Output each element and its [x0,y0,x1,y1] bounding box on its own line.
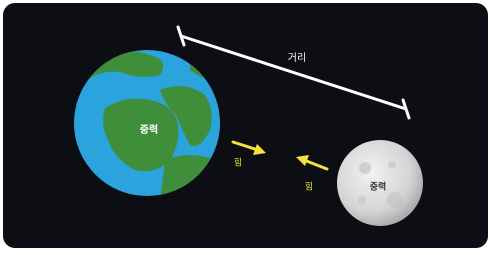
moon-label: 중력 [370,181,387,193]
force-label: 힘 [305,182,313,193]
page: 거리 중력 중력 힘 힘 (() => { const data = JSON.… [0,0,491,251]
earth-label: 중력 [140,124,158,136]
force-label: 힘 [234,158,242,169]
distance-label: 거리 [288,52,306,64]
diagram: 거리 중력 중력 힘 힘 [0,0,491,251]
